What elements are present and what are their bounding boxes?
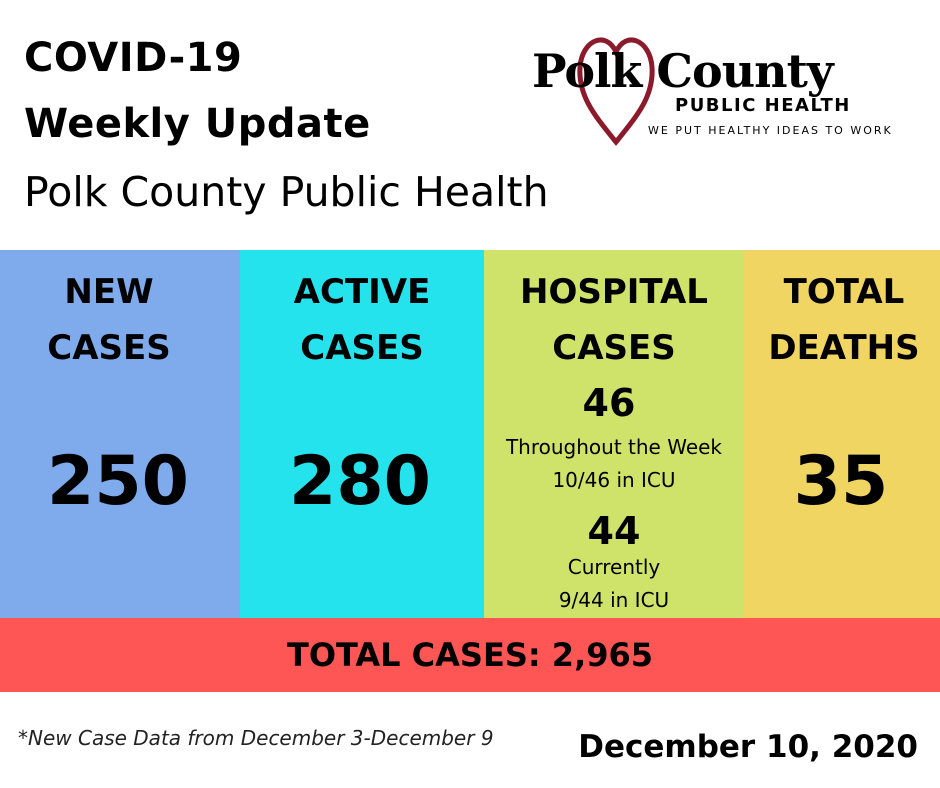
active-cases-heading-line1: ACTIVE [293, 272, 431, 312]
active-cases-heading-line2: CASES [300, 328, 424, 368]
logo-tagline: WE PUT HEALTHY IDEAS TO WORK [648, 124, 893, 137]
new-cases-panel: NEW CASES 250 [0, 250, 240, 618]
title-line-2: Weekly Update [24, 101, 371, 147]
update-date: December 10, 2020 [578, 729, 918, 765]
hospital-week-value: 46 [582, 381, 636, 425]
hospital-cases-panel: HOSPITAL CASES 46 Throughout the Week 10… [484, 250, 744, 618]
heart-icon [577, 37, 655, 147]
total-deaths-heading-line1: TOTAL [783, 272, 905, 312]
active-cases-value: 280 [289, 442, 431, 521]
new-cases-heading-line1: NEW [64, 272, 154, 312]
active-cases-heading: ACTIVE CASES [240, 264, 484, 376]
total-cases-banner: TOTAL CASES: 2,965 [0, 618, 940, 692]
new-cases-heading: NEW CASES [0, 264, 240, 376]
new-cases-heading-line2: CASES [47, 328, 171, 368]
logo-name: Polk County [532, 44, 834, 98]
hospital-week-icu: 10/46 in ICU [552, 468, 676, 492]
hospital-current-icu: 9/44 in ICU [558, 588, 670, 612]
total-deaths-heading: TOTAL DEATHS [748, 264, 940, 376]
hospital-cases-heading: HOSPITAL CASES [484, 264, 744, 376]
footnote: *New Case Data from December 3-December … [18, 726, 494, 750]
hospital-cases-heading-line2: CASES [552, 328, 676, 368]
title-line-1: COVID-19 [24, 35, 243, 81]
polk-county-logo: Polk County PUBLIC HEALTH WE PUT HEALTHY… [528, 22, 918, 147]
active-cases-panel: ACTIVE CASES 280 [240, 250, 484, 618]
total-deaths-value: 35 [793, 442, 889, 521]
hospital-current-label: Currently [567, 555, 661, 579]
new-cases-value: 250 [47, 442, 189, 521]
total-deaths-heading-line2: DEATHS [768, 328, 920, 368]
hospital-cases-heading-line1: HOSPITAL [520, 272, 708, 312]
total-deaths-panel: TOTAL DEATHS 35 [744, 250, 940, 618]
hospital-current-value: 44 [587, 509, 641, 553]
subtitle: Polk County Public Health [24, 168, 549, 216]
logo-subtitle: PUBLIC HEALTH [675, 95, 851, 116]
hospital-week-label: Throughout the Week [505, 435, 723, 459]
